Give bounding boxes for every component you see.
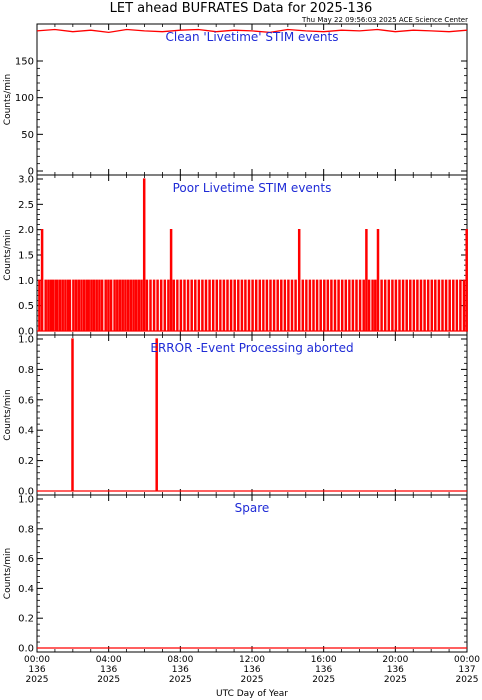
y-tick-label: 0.0 bbox=[18, 327, 34, 338]
y-axis-label: Counts/min bbox=[3, 74, 13, 125]
y-tick-label: 0 bbox=[28, 167, 34, 178]
series-line bbox=[37, 178, 468, 332]
y-tick-label: 0.4 bbox=[18, 584, 34, 595]
x-axis-label: UTC Day of Year bbox=[216, 689, 288, 699]
x-axis: 00:00136202504:00136202508:00136202512:0… bbox=[24, 655, 480, 685]
x-tick-time: 12:00 bbox=[239, 655, 265, 665]
x-tick-day: 136 bbox=[387, 665, 404, 675]
panel-title: ERROR -Event Processing aborted bbox=[150, 341, 353, 355]
x-tick-day: 136 bbox=[315, 665, 332, 675]
x-tick-year: 2025 bbox=[169, 675, 192, 685]
x-tick-day: 136 bbox=[172, 665, 189, 675]
y-tick-label: 0.6 bbox=[18, 395, 34, 406]
y-tick-label: 50 bbox=[21, 130, 34, 141]
y-tick-label: 1.0 bbox=[18, 495, 34, 506]
x-tick-time: 20:00 bbox=[382, 655, 408, 665]
y-tick-label: 0.2 bbox=[18, 614, 34, 625]
y-tick-label: 150 bbox=[15, 57, 34, 68]
x-tick-year: 2025 bbox=[384, 675, 407, 685]
y-tick-label: 0.8 bbox=[18, 365, 34, 376]
x-tick-time: 04:00 bbox=[96, 655, 122, 665]
x-tick-year: 2025 bbox=[26, 675, 49, 685]
panel-frame bbox=[36, 23, 468, 176]
y-tick-label: 1.0 bbox=[18, 276, 34, 287]
x-tick-time: 00:00 bbox=[454, 655, 480, 665]
x-tick-time: 00:00 bbox=[24, 655, 50, 665]
x-tick-time: 08:00 bbox=[167, 655, 193, 665]
x-tick-year: 2025 bbox=[312, 675, 335, 685]
series-line bbox=[37, 338, 467, 492]
y-tick-label: 2.5 bbox=[18, 200, 34, 211]
y-tick-label: 2.0 bbox=[18, 225, 34, 236]
panel-3: 0.0 0.2 0.4 0.6 0.8 1.0 Counts/min ERROR -Event… bbox=[3, 334, 468, 498]
y-tick-label: 0.0 bbox=[18, 487, 34, 498]
y-tick-label: 0.5 bbox=[18, 301, 34, 312]
y-tick-label: 0.4 bbox=[18, 426, 34, 437]
y-tick-label: 0.6 bbox=[18, 554, 34, 565]
y-tick-label: 0.2 bbox=[18, 456, 34, 467]
panel-frame bbox=[36, 494, 468, 653]
x-tick-time: 16:00 bbox=[311, 655, 337, 665]
panel-frame bbox=[36, 334, 468, 496]
y-tick-label: 1.0 bbox=[18, 335, 34, 346]
panel-title: Clean 'Livetime' STIM events bbox=[166, 30, 339, 44]
y-tick-label: 0.0 bbox=[18, 644, 34, 655]
y-tick-label: 1.5 bbox=[18, 251, 34, 262]
panel-4: 0.0 0.2 0.4 0.6 0.8 1.0 Counts/min Spare bbox=[3, 494, 468, 655]
x-tick-year: 2025 bbox=[241, 675, 264, 685]
x-tick-day: 137 bbox=[458, 665, 475, 675]
panel-title: Poor Livetime STIM events bbox=[173, 181, 332, 195]
x-tick-year: 2025 bbox=[456, 675, 479, 685]
y-axis-label: Counts/min bbox=[3, 548, 13, 599]
timestamp: Thu May 22 09:56:03 2025 ACE Science Cen… bbox=[301, 16, 468, 24]
y-axis-label: Counts/min bbox=[3, 229, 13, 280]
x-tick-day: 136 bbox=[243, 665, 260, 675]
figure-title: LET ahead BUFRATES Data for 2025-136 bbox=[110, 1, 373, 16]
panel-title: Spare bbox=[235, 501, 270, 515]
x-tick-year: 2025 bbox=[97, 675, 120, 685]
x-tick-day: 136 bbox=[100, 665, 117, 675]
y-tick-label: 100 bbox=[15, 93, 34, 104]
x-tick-day: 136 bbox=[28, 665, 45, 675]
series-line bbox=[36, 28, 468, 34]
panel-2: 0.0 0.5 1.0 1.5 2.0 2.5 3.0 Counts/min Poor Live… bbox=[3, 174, 468, 338]
y-tick-label: 0.8 bbox=[18, 524, 34, 535]
y-axis-label: Counts/min bbox=[3, 389, 13, 440]
y-tick-label: 3.0 bbox=[18, 175, 34, 186]
